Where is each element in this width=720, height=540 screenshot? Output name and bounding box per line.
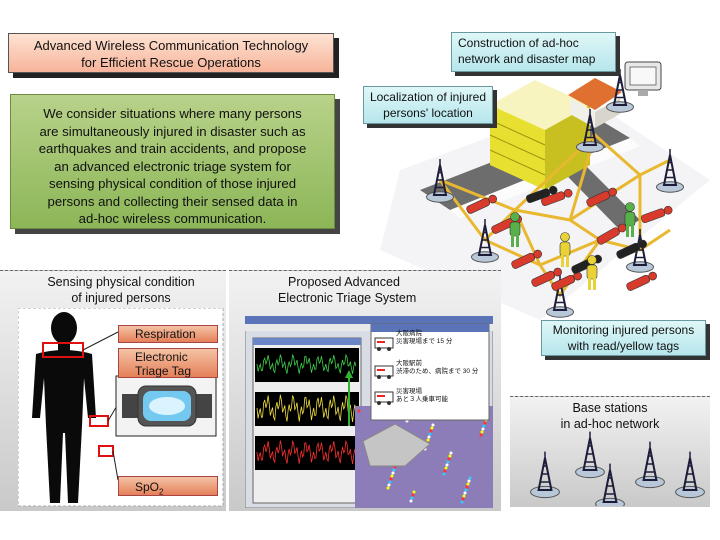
intro-line: We consider situations where many person… (43, 106, 302, 121)
callout-monitoring: Monitoring injured persons with read/yel… (541, 320, 706, 356)
callout-localization-line2: persons' location (383, 106, 473, 120)
injured-person-icon (551, 271, 582, 291)
waveform-trace (255, 392, 359, 426)
triage-info-detail: あと３人乗車可能 (396, 396, 448, 403)
waveform-trace (255, 436, 359, 470)
injured-person-icon (541, 188, 573, 207)
callout-monitoring-line2: with read/yellow tags (567, 339, 680, 353)
callout-localization: Localization of injured persons' locatio… (363, 86, 493, 124)
responder-icon (509, 212, 521, 247)
waveform-trace (255, 348, 359, 382)
base-stations (530, 431, 705, 506)
triage-title: Proposed Advanced Electronic Triage Syst… (278, 274, 478, 306)
base-station-icon (530, 451, 560, 499)
intro-box: We consider situations where many person… (10, 94, 335, 229)
callout-monitoring-line1: Monitoring injured persons (552, 323, 695, 337)
injured-person-icon (511, 249, 542, 269)
triage-tag-line1: Electronic (135, 350, 188, 364)
callout-network-line2: network and disaster map (458, 52, 596, 66)
injured-person-icon (596, 223, 627, 245)
building-icon (489, 80, 590, 190)
respiration-label: Respiration (118, 325, 218, 343)
intro-line: persons and collecting their sensed data… (47, 193, 298, 209)
intro-line: are simultaneously injured in disaster s… (39, 123, 306, 139)
triage-tag-line2: Triage Tag (135, 364, 192, 378)
injured-person-icon (526, 185, 558, 204)
triage-tag-label: Electronic Triage Tag (118, 348, 218, 378)
triage-info-place: 大阪駅前 (396, 360, 422, 367)
injured-person-icon (531, 267, 562, 287)
sensing-title-line2: of injured persons (71, 291, 171, 305)
callout-network: Construction of ad-hoc network and disas… (451, 32, 616, 72)
base-station-icon (635, 441, 665, 489)
callout-localization-line1: Localization of injured (369, 90, 487, 104)
base-station-icon (675, 451, 705, 499)
human-silhouette-icon (32, 312, 96, 503)
triage-info-place: 大阪病院 (396, 330, 422, 337)
base-title: Base stations in ad-hoc network (540, 400, 680, 432)
monitor-icon (624, 61, 662, 96)
triage-info-item: 大阪駅前 渋滞のため、病院まで 30 分 (396, 360, 488, 388)
base-title-line1: Base stations (572, 401, 648, 415)
injured-person-icon (466, 194, 497, 214)
triage-info-detail: 渋滞のため、病院まで 30 分 (396, 368, 479, 375)
triage-info-item: 災害現場 あと３人乗車可能 (396, 388, 488, 404)
base-station-icon (426, 159, 454, 203)
spo2-subscript: 2 (159, 487, 164, 497)
base-station-icon (576, 109, 604, 153)
triage-info-detail: 災害現場まで 15 分 (396, 338, 453, 345)
title-line2: for Efficient Rescue Operations (81, 55, 261, 70)
intro-line: ad-hoc wireless communication. (78, 211, 267, 226)
triage-info-place: 災害現場 (396, 388, 422, 395)
triage-screenshot (245, 316, 493, 508)
intro-line: earthquakes and train accidents, and pro… (38, 141, 307, 156)
base-station-icon (471, 219, 499, 263)
title-box: Advanced Wireless Communication Technolo… (8, 33, 334, 73)
spo2-text: SpO (135, 480, 160, 494)
triage-tag-device-icon (122, 385, 212, 427)
base-station-icon (575, 431, 605, 479)
base-station-icon (606, 69, 634, 113)
ambulance-icon (374, 337, 394, 351)
callout-network-line1: Construction of ad-hoc (458, 36, 579, 50)
base-station-icon (656, 149, 684, 193)
sensing-title: Sensing physical condition of injured pe… (36, 274, 206, 306)
triage-title-line2: Electronic Triage System (278, 291, 417, 305)
disaster-scene (380, 61, 710, 320)
injured-person-icon (586, 187, 617, 207)
injured-person-icon (626, 271, 657, 291)
intro-line: an advanced electronic triage system for (54, 158, 291, 174)
title-line1: Advanced Wireless Communication Technolo… (33, 38, 309, 53)
sensing-title-line1: Sensing physical condition (47, 275, 195, 289)
base-title-line2: in ad-hoc network (560, 417, 660, 431)
responder-icon (559, 232, 571, 267)
ambulance-icon (374, 391, 394, 405)
injured-person-icon (641, 205, 673, 224)
triage-title-line1: Proposed Advanced (288, 275, 400, 289)
base-station-icon (595, 463, 625, 506)
responder-icon (624, 202, 636, 237)
ambulance-icon (374, 365, 394, 379)
triage-info-list: 大阪病院 災害現場まで 15 分 大阪駅前 渋滞のため、病院まで 30 分 災害… (396, 330, 488, 404)
triage-info-item: 大阪病院 災害現場まで 15 分 (396, 330, 488, 360)
spo2-label: SpO2 (118, 476, 218, 496)
intro-line: sensing physical condition of those inju… (48, 176, 297, 191)
injured-person-icon (616, 239, 647, 259)
responder-icon (586, 255, 598, 290)
